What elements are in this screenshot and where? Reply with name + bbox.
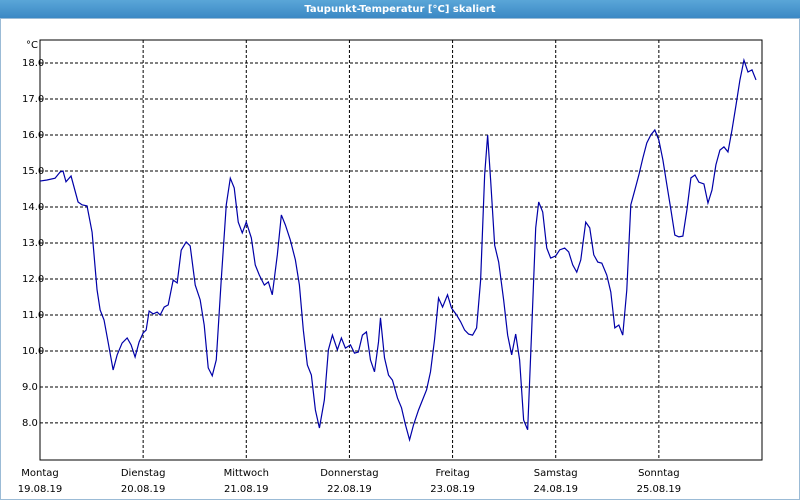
y-tick-label: 8.0	[22, 418, 38, 429]
x-tick-date: 22.08.19	[327, 484, 372, 495]
y-tick-label: 11.0	[22, 310, 44, 321]
x-tick-date: 20.08.19	[121, 484, 166, 495]
x-tick-date: 25.08.19	[637, 484, 682, 495]
x-tick-label: Samstag	[534, 468, 578, 479]
chart-title: Taupunkt-Temperatur [°C] skaliert	[304, 4, 495, 15]
y-unit-label: °C	[26, 40, 38, 51]
title-bar	[0, 0, 800, 18]
y-tick-label: 17.0	[22, 94, 44, 105]
panel	[0, 18, 800, 500]
x-tick-date: 23.08.19	[430, 484, 475, 495]
y-tick-label: 10.0	[22, 346, 44, 357]
x-tick-label: Sonntag	[638, 468, 680, 479]
x-tick-label: Donnerstag	[320, 468, 378, 479]
y-tick-label: 13.0	[22, 238, 44, 249]
x-tick-label: Mittwoch	[224, 468, 269, 479]
y-tick-label: 15.0	[22, 166, 44, 177]
x-tick-date: 24.08.19	[533, 484, 578, 495]
y-tick-label: 16.0	[22, 130, 44, 141]
line-series	[39, 57, 757, 443]
x-tick-date: 19.08.19	[18, 484, 63, 495]
y-tick-label: 9.0	[22, 382, 38, 393]
x-tick-label: Dienstag	[121, 468, 166, 479]
x-tick-label: Freitag	[435, 468, 469, 479]
plot-frame	[39, 39, 763, 461]
y-tick-label: 12.0	[22, 274, 44, 285]
x-tick-label: Montag	[21, 468, 58, 479]
y-tick-label: 14.0	[22, 202, 44, 213]
x-tick-date: 21.08.19	[224, 484, 269, 495]
y-tick-label: 18.0	[22, 58, 44, 69]
